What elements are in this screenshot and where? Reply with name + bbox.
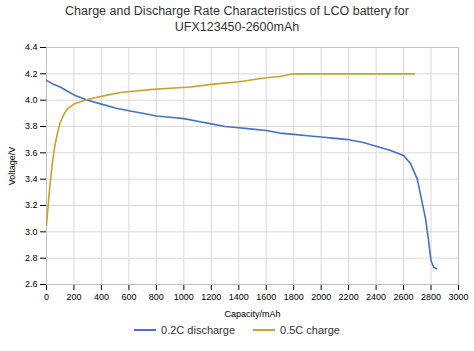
- html-text:Charge and Discharge Rate Char: Charge and Discharge Rate Characteristic…: [65, 4, 409, 34]
- svg-text:0: 0: [44, 292, 49, 302]
- svg-text:1800: 1800: [284, 292, 304, 302]
- svg-text:1600: 1600: [256, 292, 276, 302]
- svg-text:Voltage/V: Voltage/V: [7, 147, 17, 186]
- svg-text:2.6: 2.6: [25, 280, 38, 290]
- svg-text:1000: 1000: [174, 292, 194, 302]
- svg-text:2600: 2600: [394, 292, 414, 302]
- svg-text:Capacity/mAh: Capacity/mAh: [224, 309, 280, 319]
- svg-text:2400: 2400: [366, 292, 386, 302]
- svg-text:1400: 1400: [229, 292, 249, 302]
- svg-text:3.8: 3.8: [25, 122, 38, 132]
- svg-text:2800: 2800: [421, 292, 441, 302]
- svg-text:600: 600: [121, 292, 136, 302]
- svg-text:2000: 2000: [311, 292, 331, 302]
- svg-text:4.2: 4.2: [25, 69, 38, 79]
- html-text:0.2C discharge: 0.2C discharge: [161, 324, 235, 337]
- svg-text:4.0: 4.0: [25, 95, 38, 105]
- svg-text:3.0: 3.0: [25, 227, 38, 237]
- svg-text:3000: 3000: [448, 292, 468, 302]
- svg-text:3.6: 3.6: [25, 148, 38, 158]
- svg-text:800: 800: [149, 292, 164, 302]
- svg-text:400: 400: [94, 292, 109, 302]
- svg-text:2.8: 2.8: [25, 253, 38, 263]
- svg-text:2200: 2200: [339, 292, 359, 302]
- svg-text:4.4: 4.4: [25, 43, 38, 53]
- svg-text:200: 200: [66, 292, 81, 302]
- html-text:0.5C charge: 0.5C charge: [280, 324, 340, 337]
- svg-text:1200: 1200: [201, 292, 221, 302]
- svg-text:3.2: 3.2: [25, 201, 38, 211]
- svg-text:3.4: 3.4: [25, 174, 38, 184]
